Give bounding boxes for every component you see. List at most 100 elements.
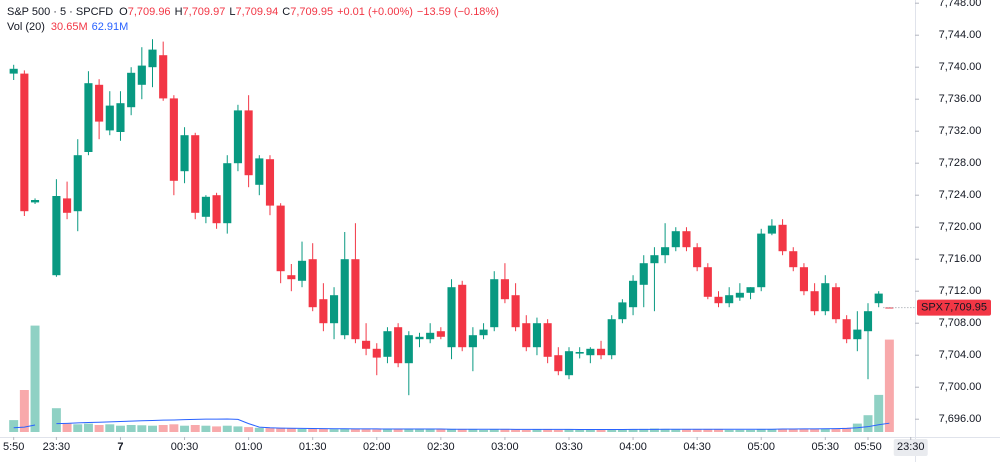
y-tick-label: 7,732.00 bbox=[939, 125, 982, 137]
volume-bar bbox=[692, 429, 702, 432]
candle-body bbox=[20, 73, 29, 212]
volume-bar bbox=[874, 394, 884, 432]
candle-body bbox=[874, 293, 883, 304]
candle-body bbox=[490, 279, 499, 328]
y-tick-label: 7,740.00 bbox=[939, 61, 982, 73]
candle-body bbox=[500, 279, 509, 300]
volume-ma-value: 62.91M bbox=[92, 21, 129, 33]
x-tick-label: 02:00 bbox=[363, 441, 391, 453]
volume-bar bbox=[169, 424, 179, 432]
x-tick-label: 01:00 bbox=[235, 441, 263, 453]
volume-bar bbox=[532, 429, 542, 432]
y-tick-label: 7,712.00 bbox=[939, 285, 982, 297]
volume-bar bbox=[863, 415, 873, 432]
x-tick-label: 23:30 bbox=[897, 441, 925, 453]
x-tick-label: 05:00 bbox=[747, 441, 775, 453]
volume-bar bbox=[254, 427, 264, 432]
volume-bar bbox=[83, 423, 93, 432]
volume-bar bbox=[297, 428, 307, 432]
y-tick-label: 7,716.00 bbox=[939, 253, 982, 265]
volume-bar bbox=[511, 429, 521, 432]
candle-body bbox=[265, 159, 275, 206]
y-tick-label: 7,736.00 bbox=[939, 93, 982, 105]
volume-layer bbox=[9, 325, 894, 432]
candle-body bbox=[799, 267, 808, 292]
x-tick-label: 04:00 bbox=[619, 441, 647, 453]
candle-body bbox=[671, 231, 680, 248]
candle-body bbox=[180, 135, 189, 172]
candle-body bbox=[522, 323, 531, 348]
last-price-box bbox=[917, 299, 991, 316]
volume-bar bbox=[201, 425, 211, 432]
volume-bar bbox=[649, 428, 659, 432]
volume-bar bbox=[842, 427, 852, 432]
volume-bar bbox=[607, 429, 617, 432]
volume-bar bbox=[158, 425, 168, 432]
symbol: S&P 500 · 5 · SPCFD bbox=[7, 6, 113, 18]
volume-bar bbox=[30, 325, 40, 432]
volume-bar bbox=[265, 428, 275, 432]
candle-body bbox=[351, 259, 360, 340]
volume-bar bbox=[596, 429, 606, 432]
candle-body bbox=[73, 155, 82, 212]
candle-body bbox=[757, 233, 766, 288]
volume-bar bbox=[361, 429, 371, 432]
volume-bar bbox=[553, 429, 563, 432]
candle-body bbox=[84, 83, 93, 152]
volume-bar bbox=[724, 429, 734, 432]
volume-bar bbox=[479, 429, 489, 432]
volume-bar bbox=[244, 427, 254, 432]
ohlc-key: C bbox=[282, 6, 290, 18]
candle-body bbox=[394, 327, 403, 364]
ohlc-value: 7,709.94 bbox=[235, 6, 278, 18]
volume-bar bbox=[318, 428, 328, 432]
change-session: −13.59 (−0.18%) bbox=[417, 6, 499, 18]
volume-bar bbox=[372, 429, 382, 432]
x-tick-label: 23:30 bbox=[43, 441, 71, 453]
volume-bar bbox=[51, 408, 61, 432]
candle-body bbox=[725, 295, 734, 304]
volume-ma-line bbox=[13, 418, 890, 430]
candle-body bbox=[148, 49, 157, 68]
volume-bar bbox=[714, 429, 723, 432]
y-tick-label: 7,696.00 bbox=[939, 413, 982, 425]
candle-body bbox=[543, 323, 552, 357]
x-tick-label: 7 bbox=[117, 441, 123, 453]
volume-bar bbox=[276, 427, 286, 432]
candle-body bbox=[735, 292, 744, 298]
y-tick-label: 7,748.00 bbox=[939, 0, 982, 9]
volume-bar bbox=[521, 429, 531, 432]
volume-bar bbox=[115, 425, 125, 432]
volume-bar bbox=[500, 429, 510, 432]
legend-line-1: S&P 500 · 5 · SPCFD O7,709.96 H7,709.97 L7,… bbox=[7, 6, 499, 18]
candle-layer bbox=[9, 39, 894, 396]
volume-label: Vol (20) bbox=[7, 21, 45, 33]
candle-body bbox=[137, 65, 146, 85]
x-tick-label: 03:00 bbox=[491, 441, 519, 453]
candle-body bbox=[63, 198, 72, 213]
volume-bar bbox=[329, 429, 339, 432]
candle-body bbox=[554, 355, 563, 372]
candle-body bbox=[340, 259, 349, 336]
volume-bar bbox=[404, 428, 414, 432]
candle-body bbox=[564, 351, 574, 376]
candle-body bbox=[682, 231, 691, 248]
candle-body bbox=[201, 196, 210, 217]
last-price-label: 7,709.95 bbox=[944, 302, 987, 314]
volume-bar bbox=[9, 420, 19, 432]
volume-bar bbox=[489, 429, 499, 432]
volume-bar bbox=[756, 429, 766, 432]
candle-body bbox=[308, 259, 317, 308]
volume-bar bbox=[767, 429, 777, 432]
legend-layer: S&P 500 · 5 · SPCFD O7,709.96 H7,709.97 L7,… bbox=[7, 6, 499, 33]
candle-body bbox=[607, 319, 616, 356]
volume-bar bbox=[468, 429, 478, 432]
volume-bar bbox=[73, 424, 83, 432]
volume-bar bbox=[105, 424, 115, 432]
y-tick-label: 7,700.00 bbox=[939, 381, 982, 393]
candle-body bbox=[863, 311, 873, 332]
x-tick-label: 5:50 bbox=[3, 441, 24, 453]
candle-body bbox=[831, 287, 841, 320]
